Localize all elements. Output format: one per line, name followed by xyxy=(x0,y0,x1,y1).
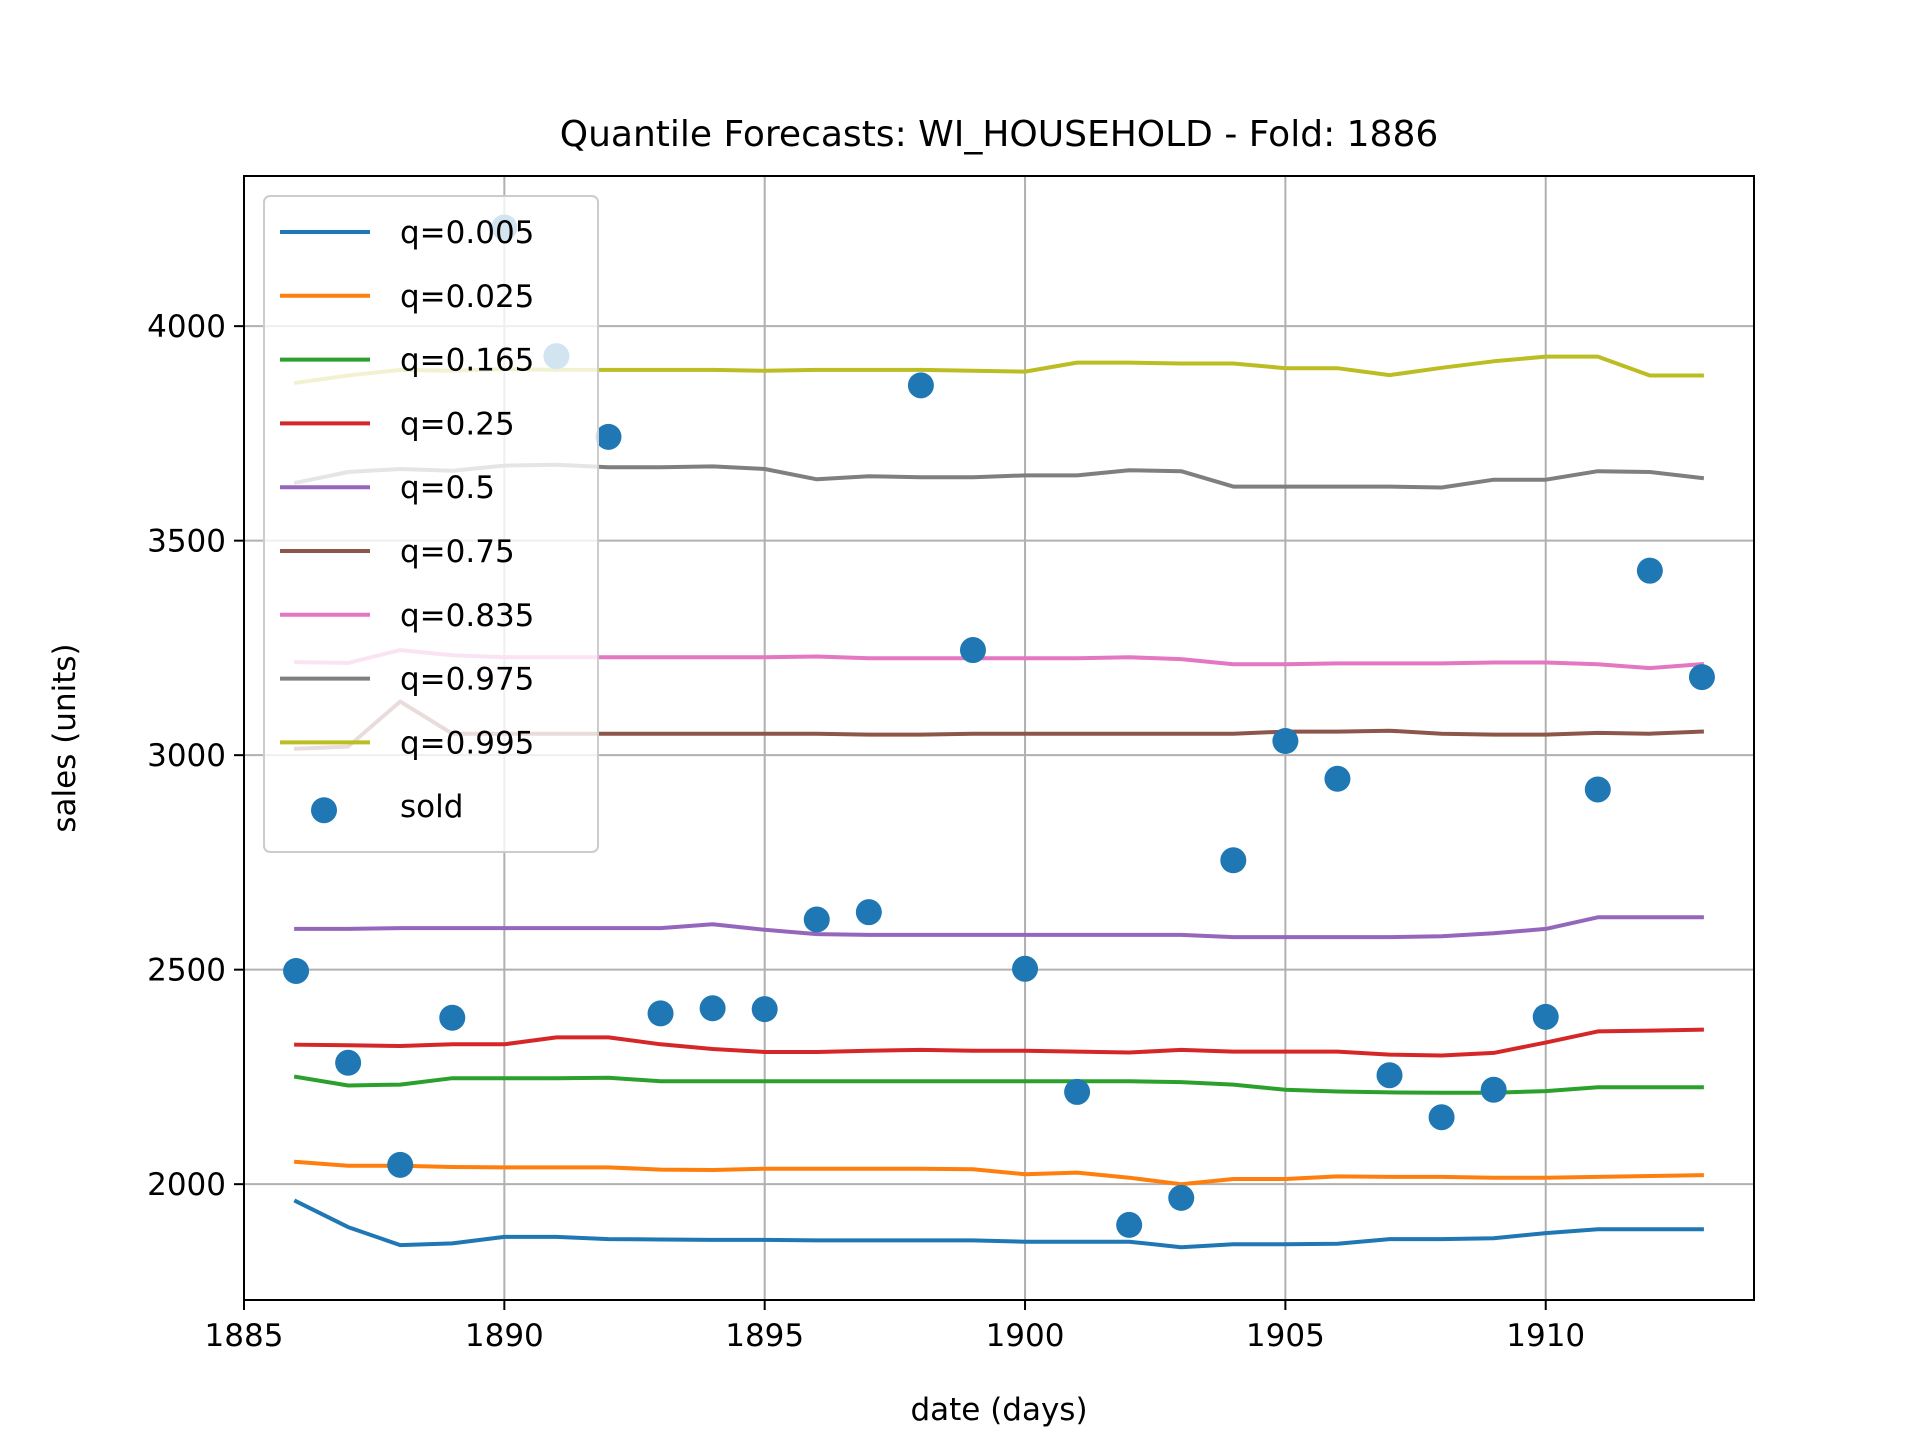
legend: q=0.005 q=0.025 q=0.165 q=0.25 q=0.5 q=0.75 q=… xyxy=(263,195,599,853)
sold-point-1908 xyxy=(1428,1104,1455,1131)
sold-point-1897 xyxy=(855,899,882,926)
sold-point-1887 xyxy=(335,1049,362,1076)
legend-label-q=0.995: q=0.995 xyxy=(400,725,534,761)
sold-point-1895 xyxy=(751,996,778,1023)
series-line-q=0.025 xyxy=(293,1159,1704,1187)
sold-points xyxy=(283,214,1715,1238)
x-tick-label-1885: 1885 xyxy=(205,1318,284,1354)
sold-point-1896 xyxy=(803,906,830,933)
y-axis-label: sales (units) xyxy=(47,643,83,832)
legend-label-q=0.005: q=0.005 xyxy=(400,215,534,251)
legend-label-q=0.025: q=0.025 xyxy=(400,279,534,315)
sold-point-1903 xyxy=(1168,1184,1195,1211)
sold-point-1907 xyxy=(1376,1062,1403,1089)
sold-point-1913 xyxy=(1688,664,1715,691)
series-line-q=0.25 xyxy=(294,1027,1704,1058)
legend-label-q=0.25: q=0.25 xyxy=(400,406,515,442)
x-axis-label: date (days) xyxy=(910,1392,1087,1428)
sold-point-1893 xyxy=(647,1000,674,1027)
sold-point-1889 xyxy=(439,1004,466,1031)
sold-point-1898 xyxy=(907,372,934,399)
series-line-q=0.005 xyxy=(293,1198,1704,1250)
sold-point-1910 xyxy=(1532,1003,1559,1030)
sold-point-1888 xyxy=(387,1151,414,1178)
series-line-q=0.165 xyxy=(293,1074,1704,1095)
plot-frame xyxy=(243,175,1755,1301)
y-tick-label-3000: 3000 xyxy=(147,738,226,774)
y-tick-label-4000: 4000 xyxy=(147,309,226,345)
grid xyxy=(243,176,1754,1300)
sold-point-1902 xyxy=(1116,1211,1143,1238)
sold-point-1909 xyxy=(1480,1076,1507,1103)
legend-label-q=0.165: q=0.165 xyxy=(400,343,534,379)
legend-label-q=0.5: q=0.5 xyxy=(400,470,495,506)
sold-point-1904 xyxy=(1220,847,1247,874)
legend-label-q=0.75: q=0.75 xyxy=(400,534,515,570)
sold-point-1899 xyxy=(959,637,986,664)
sold-point-1892 xyxy=(595,423,622,450)
sold-point-1900 xyxy=(1012,955,1039,982)
y-tick-label-2000: 2000 xyxy=(147,1167,226,1203)
legend-label-q=0.975: q=0.975 xyxy=(400,662,534,698)
x-tick-label-1910: 1910 xyxy=(1506,1318,1585,1354)
y-axis-ticks: 2000 2500 3000 3500 4000 xyxy=(147,309,244,1203)
y-tick-label-3500: 3500 xyxy=(147,524,226,560)
sold-point-1912 xyxy=(1636,557,1663,584)
x-tick-label-1905: 1905 xyxy=(1246,1318,1325,1354)
legend-label-sold: sold xyxy=(400,789,463,825)
sold-point-1905 xyxy=(1272,728,1299,755)
sold-point-1886 xyxy=(283,957,310,984)
legend-swatch-sold xyxy=(311,797,337,824)
y-tick-label-2500: 2500 xyxy=(147,953,226,989)
sold-point-1901 xyxy=(1064,1078,1091,1105)
x-tick-label-1895: 1895 xyxy=(725,1318,804,1354)
x-tick-label-1890: 1890 xyxy=(465,1318,544,1354)
sold-point-1911 xyxy=(1584,776,1611,803)
x-axis-ticks: 1885 1890 1895 1900 1905 1910 xyxy=(205,1300,1585,1354)
sold-point-1894 xyxy=(699,995,726,1022)
legend-label-q=0.835: q=0.835 xyxy=(400,598,534,634)
chart-title: Quantile Forecasts: WI_HOUSEHOLD - Fold:… xyxy=(560,114,1439,155)
x-tick-label-1900: 1900 xyxy=(986,1318,1065,1354)
series-line-q=0.5 xyxy=(294,915,1704,940)
sold-point-1906 xyxy=(1324,765,1351,792)
